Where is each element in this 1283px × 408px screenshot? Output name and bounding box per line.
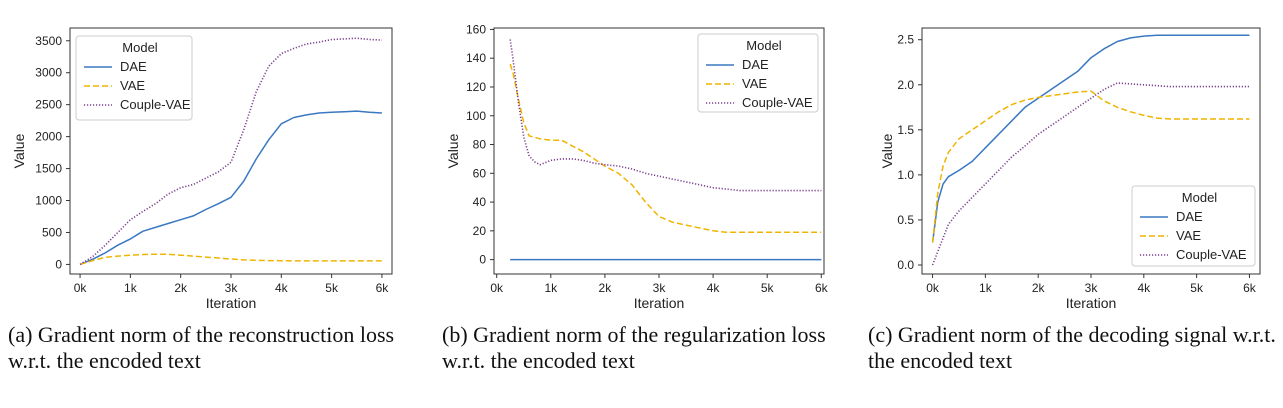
caption-c: (c) Gradient norm of the decoding signal…: [868, 322, 1276, 373]
y-tick-label: 3500: [35, 34, 62, 48]
y-axis-label: Value: [11, 133, 27, 168]
y-tick-label: 0: [55, 257, 62, 271]
legend-label: Couple-VAE: [742, 95, 813, 110]
legend-box: [697, 33, 819, 113]
legend-label: VAE: [1176, 228, 1201, 243]
x-tick-label: 2k: [599, 281, 613, 295]
x-axis-label: Iteration: [634, 295, 685, 311]
legend: Model DAE VAE Couple-VAE: [75, 35, 193, 121]
x-tick-label: 3k: [653, 281, 667, 295]
y-tick-label: 0.0: [897, 258, 914, 272]
legend-label: VAE: [120, 78, 145, 93]
legend-box: [75, 35, 193, 121]
series-line-vae: [931, 90, 1250, 243]
x-tick-label: 0k: [490, 281, 504, 295]
x-tick-label: 4k: [275, 281, 289, 295]
legend-label: DAE: [1176, 209, 1203, 224]
legend-box: [1131, 185, 1256, 267]
y-tick-label: 2500: [35, 98, 62, 112]
y-tick-label: 40: [473, 195, 487, 209]
x-tick-label: 6k: [815, 281, 829, 295]
legend-label: DAE: [742, 57, 769, 72]
legend-label: VAE: [742, 76, 767, 91]
x-tick-label: 3k: [1085, 281, 1099, 295]
x-tick-label: 1k: [124, 281, 138, 295]
legend-label: Couple-VAE: [120, 97, 191, 112]
legend-label: Couple-VAE: [1176, 247, 1247, 262]
legend-title: Model: [122, 40, 158, 55]
x-tick-label: 5k: [761, 281, 775, 295]
y-tick-label: 60: [473, 166, 487, 180]
y-axis-label: Value: [879, 133, 895, 168]
caption-b: (b) Gradient norm of the regularization …: [442, 322, 826, 373]
y-tick-label: 0: [479, 253, 486, 267]
series-line-vae: [509, 63, 822, 234]
legend: Model DAE VAE Couple-VAE: [697, 33, 819, 113]
x-tick-label: 2k: [1032, 281, 1046, 295]
x-axis-label: Iteration: [206, 295, 257, 311]
x-tick-label: 6k: [1243, 281, 1257, 295]
legend-label: DAE: [120, 59, 147, 74]
y-tick-label: 100: [466, 109, 486, 123]
y-tick-label: 1000: [35, 194, 62, 208]
y-tick-label: 80: [473, 138, 487, 152]
y-tick-label: 160: [466, 22, 486, 36]
x-tick-label: 3k: [225, 281, 239, 295]
x-tick-label: 2k: [174, 281, 188, 295]
y-tick-label: 1500: [35, 162, 62, 176]
y-tick-label: 20: [473, 224, 487, 238]
series-line-couple-vae: [79, 37, 382, 266]
y-tick-label: 2.0: [897, 78, 914, 92]
series-line-couple-vae: [931, 82, 1250, 266]
y-tick-label: 2.5: [897, 33, 914, 47]
caption-a: (a) Gradient norm of the reconstruction …: [8, 322, 395, 373]
y-tick-label: 0.5: [897, 213, 914, 227]
chart-panel-2: 0k 1k 2k 3k 4k 5k 6k 0.0 0.5 1.0 1.5 2.0 2.5 Iteratio…: [879, 27, 1261, 311]
series-line-dae: [931, 34, 1250, 243]
series-line-vae: [79, 253, 382, 266]
chart-panel-0: 0k 1k 2k 3k 4k 5k 6k 0 500 1000 1500 2000 2500 3000 35…: [11, 27, 393, 311]
y-tick-label: 1.0: [897, 168, 914, 182]
x-tick-label: 6k: [376, 281, 390, 295]
legend-title: Model: [1182, 190, 1218, 205]
y-tick-label: 120: [466, 80, 486, 94]
x-tick-label: 5k: [1190, 281, 1204, 295]
y-tick-label: 1.5: [897, 123, 914, 137]
chart-panel-1: 0k 1k 2k 3k 4k 5k 6k 0 20 40 60 80 100 120 140 160 Itera…: [445, 22, 829, 311]
legend-title: Model: [746, 38, 782, 53]
y-tick-label: 140: [466, 51, 486, 65]
x-tick-label: 1k: [979, 281, 993, 295]
legend: Model DAE VAE Couple-VAE: [1131, 185, 1256, 267]
y-tick-label: 3000: [35, 66, 62, 80]
x-tick-label: 1k: [544, 281, 558, 295]
x-tick-label: 4k: [1137, 281, 1151, 295]
y-tick-label: 500: [42, 225, 62, 239]
x-tick-label: 4k: [707, 281, 721, 295]
x-tick-label: 5k: [325, 281, 339, 295]
x-tick-label: 0k: [926, 281, 940, 295]
y-axis-label: Value: [445, 133, 461, 168]
y-tick-label: 2000: [35, 130, 62, 144]
series-line-dae: [79, 110, 382, 266]
x-axis-label: Iteration: [1066, 295, 1117, 311]
x-tick-label: 0k: [74, 281, 88, 295]
